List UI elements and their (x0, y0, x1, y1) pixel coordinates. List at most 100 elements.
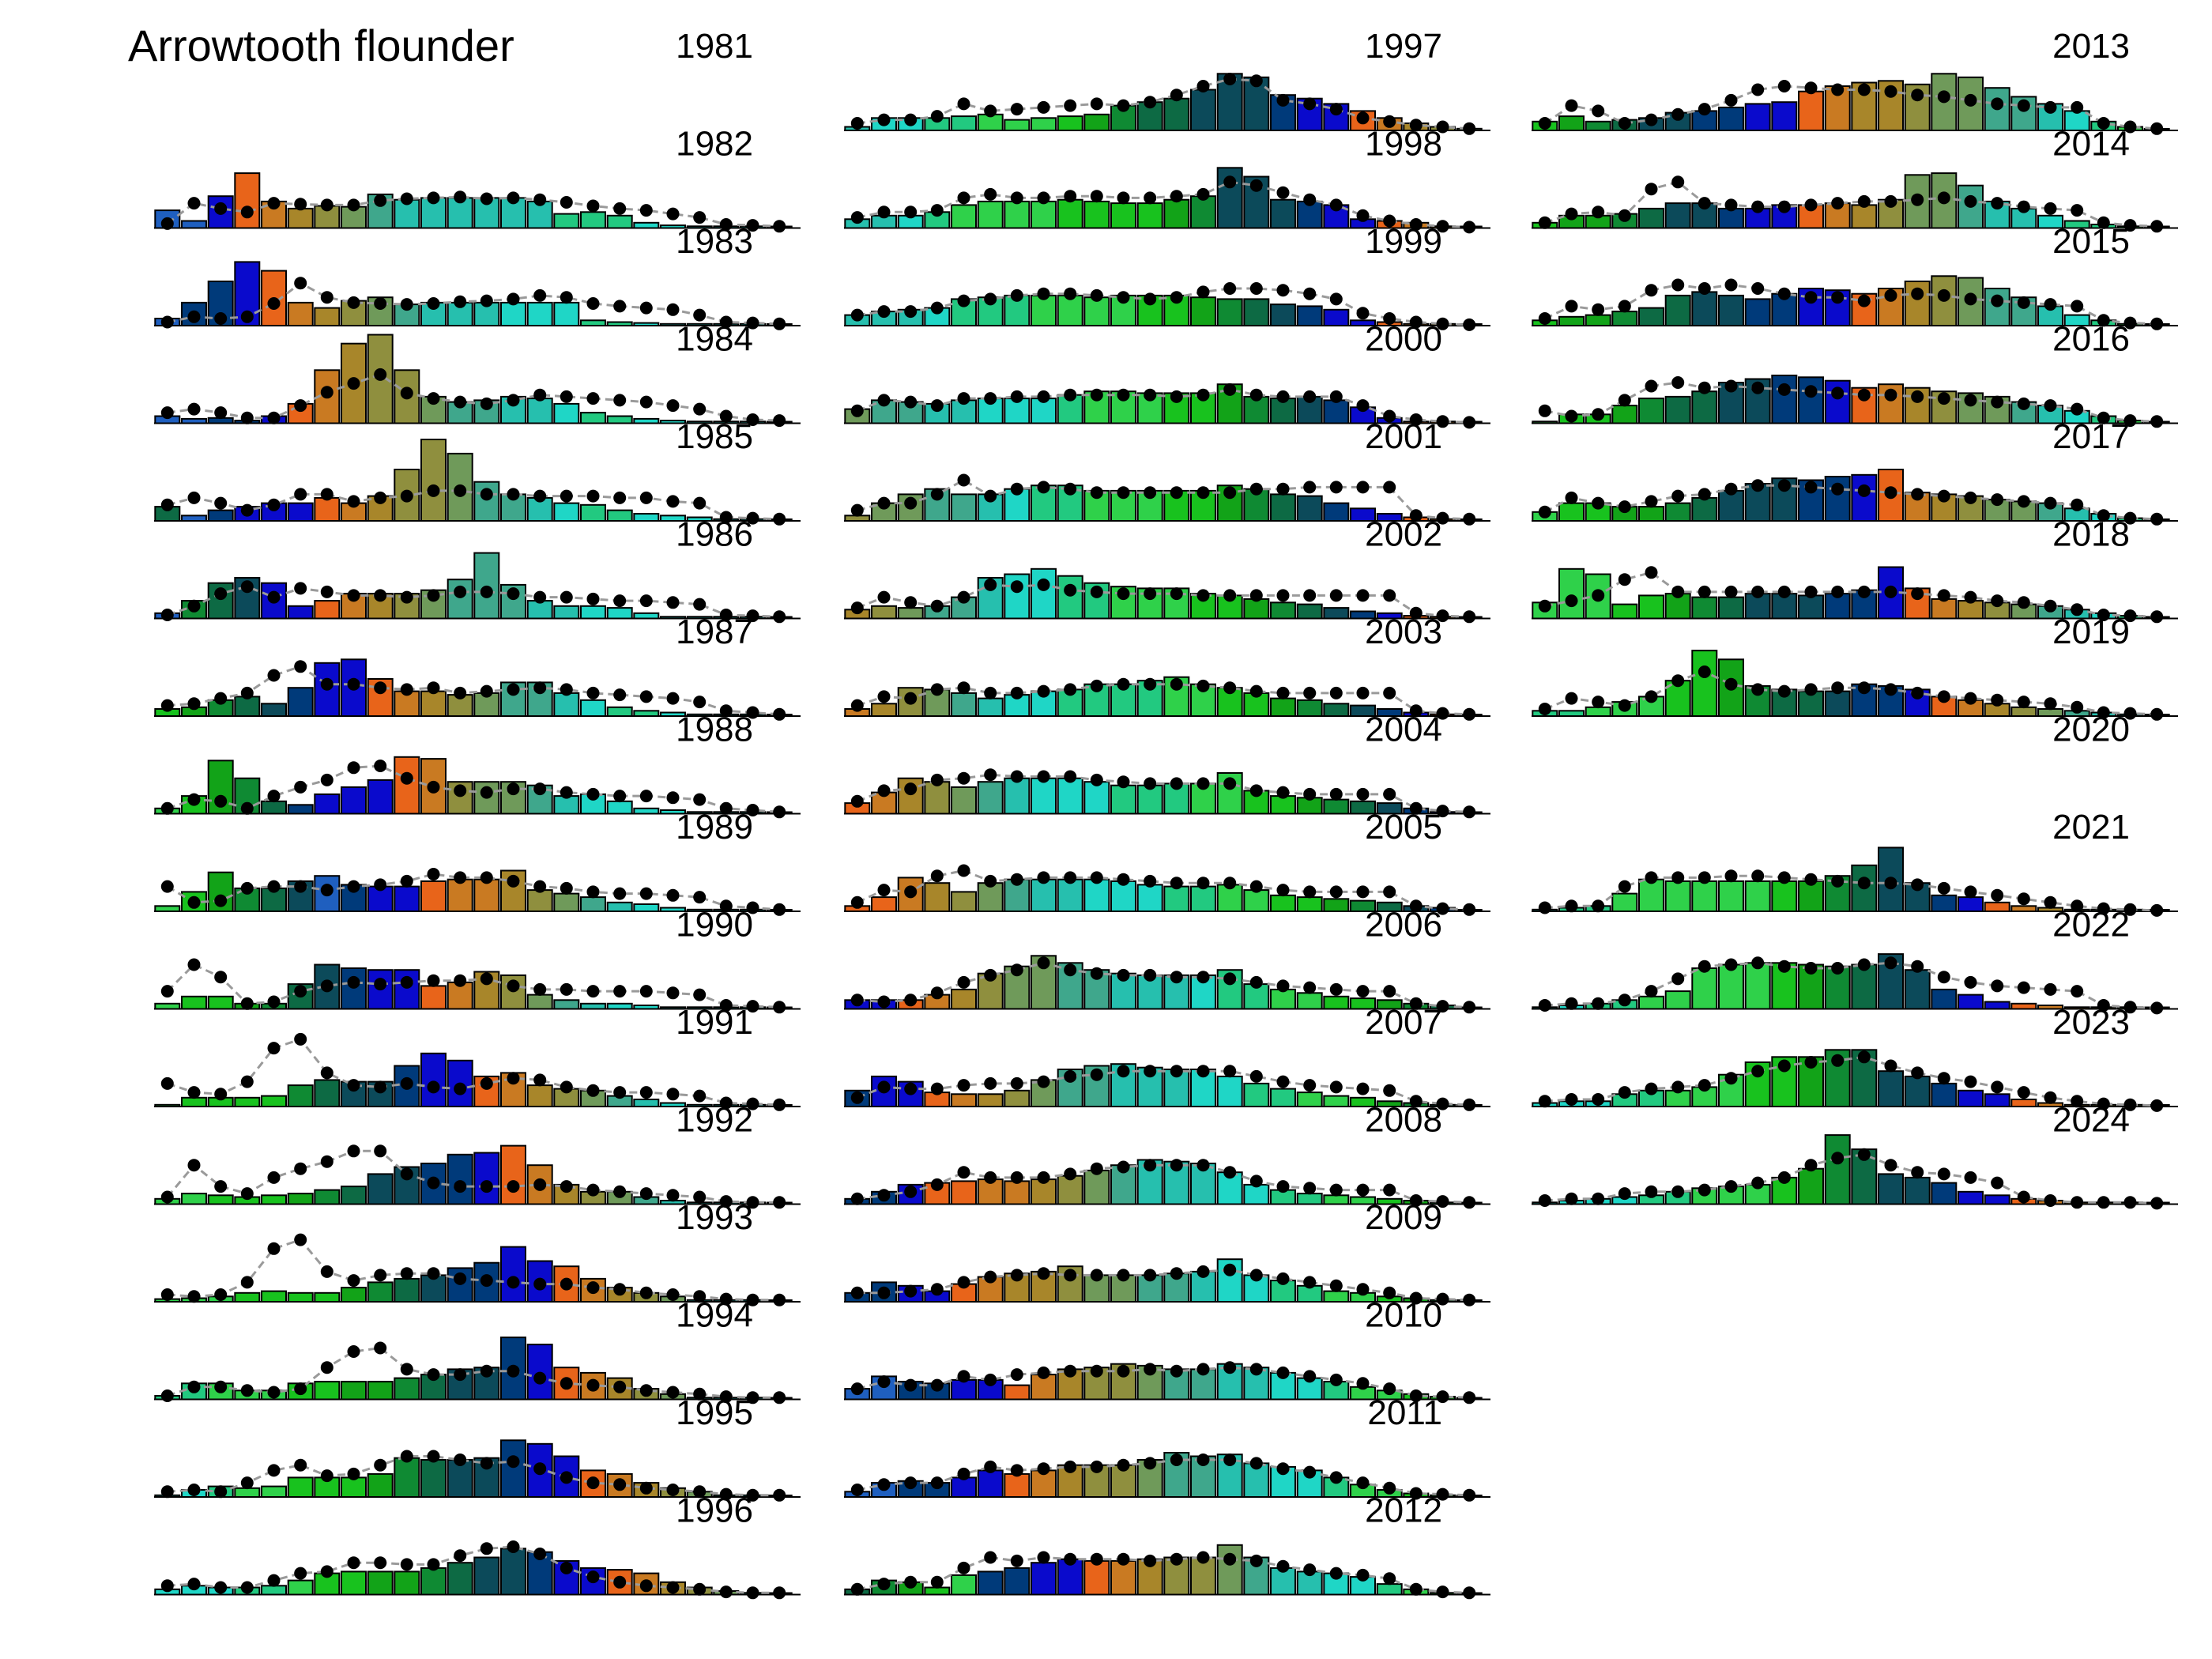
bar (1771, 375, 1798, 424)
bar (420, 439, 447, 522)
fit-point (1064, 871, 1077, 884)
fit-point (1090, 486, 1103, 500)
fit-point (904, 395, 918, 409)
fit-point (374, 1341, 387, 1355)
fit-point (2150, 512, 2164, 526)
fit-point (1303, 787, 1317, 801)
panel-1983: 1983 (154, 222, 801, 330)
fit-point (1409, 1291, 1423, 1305)
fit-point (160, 498, 174, 511)
bar (977, 1469, 1004, 1499)
fit-point (1831, 386, 1845, 400)
fit-point (666, 692, 680, 705)
fit-point (904, 1185, 918, 1198)
fit-point (773, 805, 786, 819)
panel-year-label: 1999 (1365, 222, 1442, 261)
fit-point (586, 1281, 600, 1295)
fit-point (1010, 1076, 1023, 1090)
fit-point (957, 1079, 970, 1092)
fit-point (347, 1079, 360, 1092)
bar (394, 885, 420, 912)
fit-point (719, 1195, 733, 1208)
bar (181, 995, 207, 1010)
bar (261, 1095, 287, 1107)
fit-point (1303, 981, 1317, 994)
fit-point (240, 1476, 254, 1490)
fit-point (1064, 683, 1077, 696)
bar (1931, 598, 1958, 620)
fit-point (294, 399, 307, 413)
fit-point (746, 706, 759, 719)
fit-point (613, 688, 627, 702)
fit-point (1064, 1167, 1077, 1181)
fit-point (187, 1159, 201, 1172)
fit-point (240, 1075, 254, 1088)
fit-point (214, 1180, 228, 1193)
fit-point (1645, 113, 1658, 126)
fit-point (240, 1187, 254, 1201)
panel-1988: 1988 (154, 711, 801, 819)
fit-point (1565, 594, 1578, 608)
fit-point (507, 874, 520, 888)
fit-point (1037, 871, 1050, 884)
fit-point (1409, 1582, 1423, 1596)
bar (420, 880, 447, 913)
fit-point (613, 300, 627, 313)
fit-point (666, 1088, 680, 1101)
fit-point (1436, 805, 1449, 818)
fit-point (1911, 287, 1924, 300)
fit-point (454, 1454, 467, 1466)
fit-point (693, 598, 707, 611)
fit-point (1463, 903, 1476, 916)
fit-point (984, 292, 997, 306)
fit-point (984, 768, 997, 782)
bar (367, 1173, 394, 1205)
fit-point (1356, 307, 1370, 320)
fit-point (1170, 291, 1183, 304)
fit-point (2071, 300, 2084, 313)
bar (1083, 1169, 1110, 1205)
bar (951, 1476, 977, 1499)
fit-point (320, 291, 333, 304)
fit-point (1223, 1263, 1237, 1276)
fit-point (320, 1265, 333, 1278)
fit-point (160, 880, 174, 893)
fit-point (1991, 294, 2004, 307)
bar (1136, 202, 1163, 229)
bar (1558, 710, 1585, 717)
fit-point (1724, 1072, 1738, 1085)
fit-point (1724, 869, 1738, 883)
fit-point (613, 1283, 627, 1296)
fit-point (320, 1565, 333, 1578)
fit-point (1329, 1373, 1343, 1386)
fit-point (746, 1000, 759, 1013)
fit-point (773, 903, 786, 916)
fit-point (2044, 599, 2057, 613)
bar (341, 786, 367, 815)
fit-point (560, 1471, 573, 1484)
fit-point (1037, 390, 1050, 403)
bar (580, 699, 606, 717)
fit-point (507, 782, 520, 796)
bar (1718, 382, 1744, 424)
fit-point (1671, 489, 1685, 503)
bar (1798, 90, 1824, 131)
bar (341, 1381, 367, 1401)
bar (1296, 1193, 1323, 1205)
fit-point (267, 880, 281, 893)
fit-point (877, 995, 891, 1009)
fit-point (2017, 1086, 2030, 1099)
fit-point (746, 1097, 759, 1110)
fit-point (930, 1575, 944, 1589)
fit-point (666, 791, 680, 805)
bar (473, 1152, 500, 1205)
fit-point (2071, 700, 2084, 714)
fit-point (2123, 511, 2137, 525)
panel-year-label: 2021 (2052, 808, 2130, 846)
fit-point (1565, 409, 1578, 423)
panel-year-label: 1982 (676, 125, 753, 164)
fit-point (1196, 285, 1210, 299)
fit-point (400, 298, 413, 311)
fit-point (850, 404, 864, 417)
panel-2013: 2013 (1532, 27, 2178, 135)
